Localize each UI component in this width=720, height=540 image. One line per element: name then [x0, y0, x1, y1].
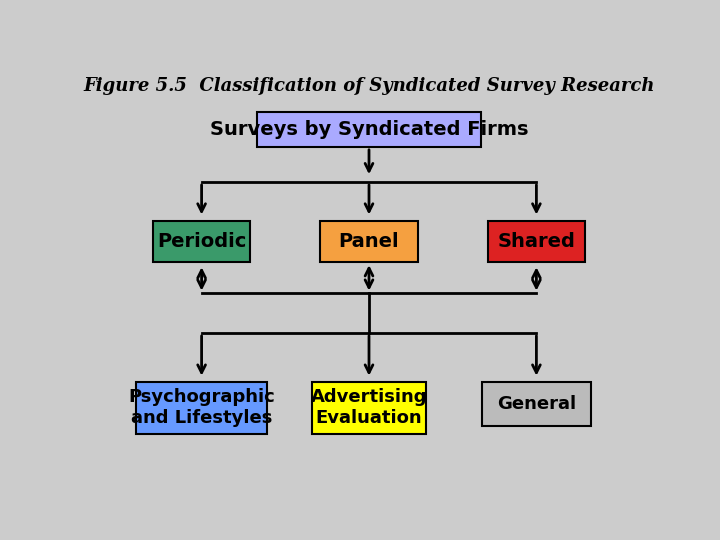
- Text: Psychographic
and Lifestyles: Psychographic and Lifestyles: [128, 388, 275, 427]
- FancyBboxPatch shape: [482, 382, 591, 426]
- Text: General: General: [497, 395, 576, 413]
- FancyBboxPatch shape: [312, 382, 426, 434]
- FancyBboxPatch shape: [136, 382, 267, 434]
- Text: Shared: Shared: [498, 232, 575, 251]
- FancyBboxPatch shape: [258, 112, 481, 147]
- FancyBboxPatch shape: [487, 221, 585, 262]
- FancyBboxPatch shape: [153, 221, 251, 262]
- Text: Figure 5.5  Classification of Syndicated Survey Research: Figure 5.5 Classification of Syndicated …: [84, 77, 654, 95]
- Text: Advertising
Evaluation: Advertising Evaluation: [311, 388, 427, 427]
- Text: Surveys by Syndicated Firms: Surveys by Syndicated Firms: [210, 120, 528, 139]
- FancyBboxPatch shape: [320, 221, 418, 262]
- Text: Periodic: Periodic: [157, 232, 246, 251]
- Text: Panel: Panel: [338, 232, 400, 251]
